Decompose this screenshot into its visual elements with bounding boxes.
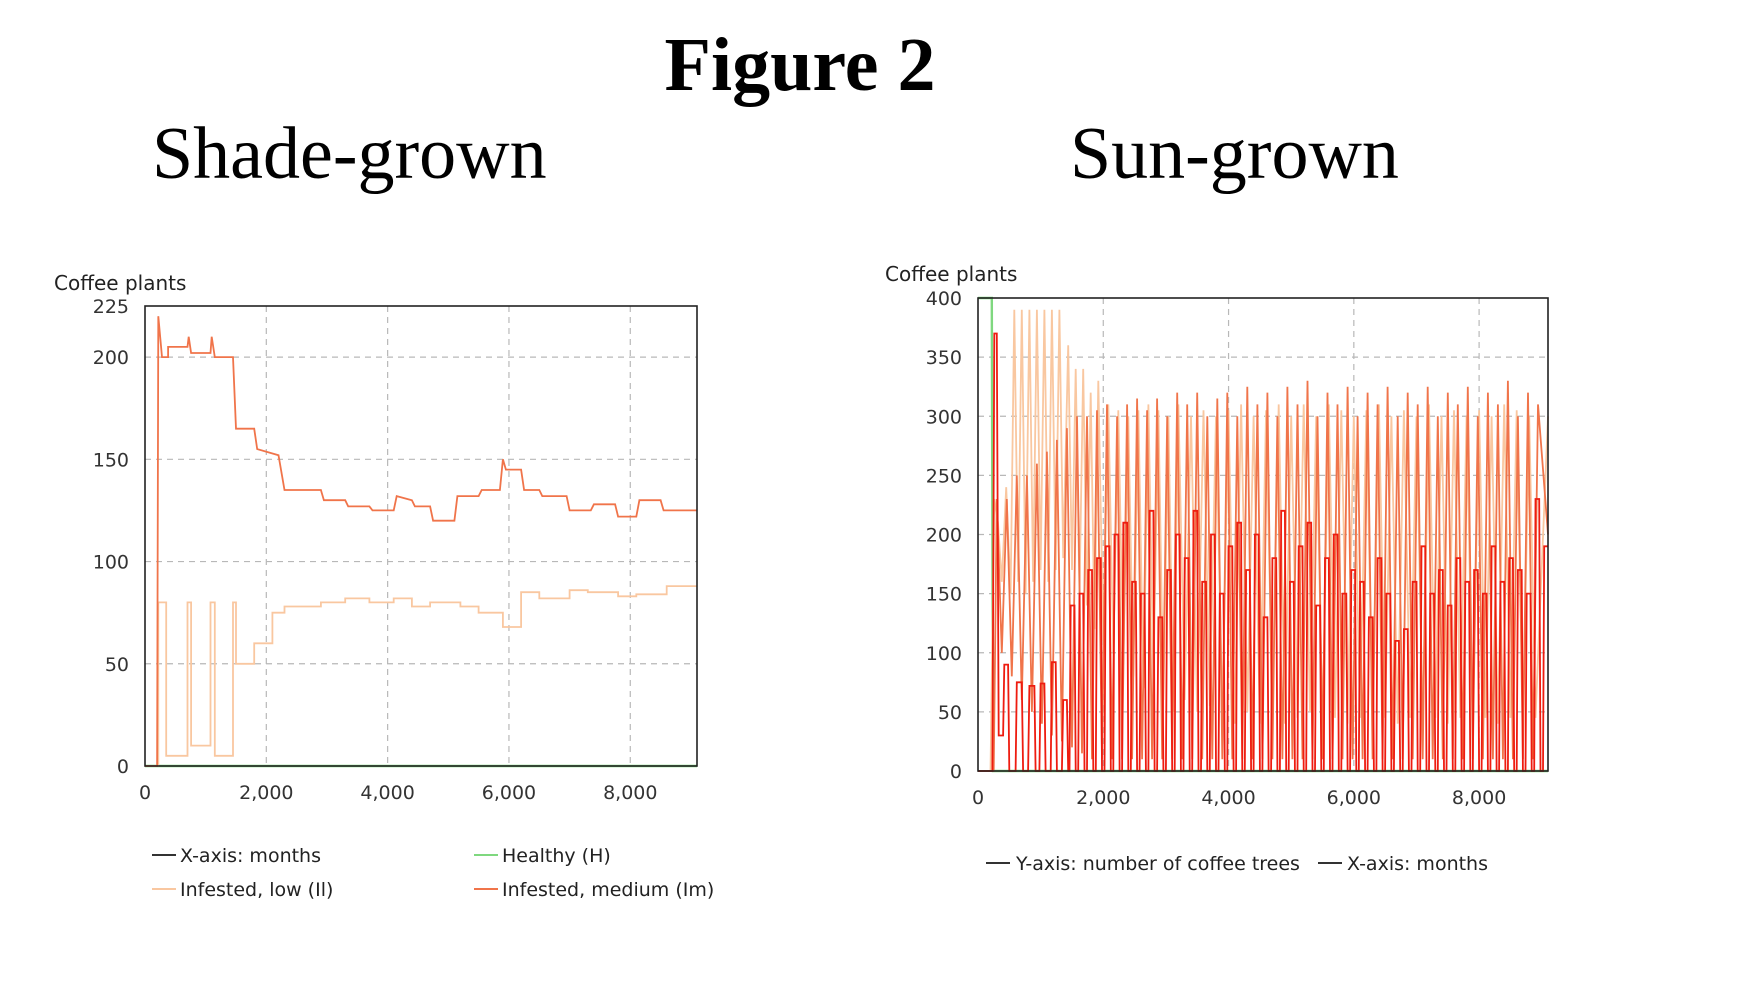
y-tick-label: 200 [926, 525, 962, 547]
y-tick-label: 250 [926, 465, 962, 487]
series-line-infested-medium-im [145, 316, 697, 767]
sun-legend: Y-axis: number of coffee trees X-axis: m… [986, 853, 1488, 875]
shade-plot-frame [144, 305, 698, 767]
x-tick-label: 8,000 [1452, 787, 1506, 809]
y-tick-label: 200 [93, 347, 129, 369]
figure-title: Figure 2 [664, 23, 936, 107]
shade-legend: X-axis: months Healthy (H) Infested, low… [152, 845, 714, 901]
y-tick-label: 50 [938, 702, 962, 724]
y-tick-label: 400 [926, 288, 962, 310]
y-tick-label: 0 [950, 761, 962, 783]
x-tick-label: 6,000 [1327, 787, 1381, 809]
legend-label-infested-low: Infested, low (Il) [180, 879, 333, 901]
legend-label-healthy: Healthy (H) [502, 845, 611, 867]
legend-label-yaxis: Y-axis: number of coffee trees [1015, 853, 1300, 875]
x-tick-label: 0 [972, 787, 984, 809]
series-line-infested-low-il [145, 585, 697, 767]
sun-x-ticks: 0 2,000 4,000 6,000 8,000 [972, 787, 1506, 809]
sun-ylabel: Coffee plants [885, 262, 1017, 286]
shade-chart: Coffee plants 0 2,000 4,000 6,000 8,000 0 50 1… [54, 271, 714, 901]
x-tick-label: 2,000 [1076, 787, 1130, 809]
x-tick-label: 4,000 [1201, 787, 1255, 809]
y-tick-label: 225 [93, 296, 129, 318]
sun-plot-frame [977, 297, 1549, 772]
y-tick-label: 300 [926, 406, 962, 428]
x-tick-label: 6,000 [482, 782, 536, 804]
y-tick-label: 350 [926, 347, 962, 369]
y-tick-label: 150 [93, 449, 129, 471]
x-tick-label: 0 [139, 782, 151, 804]
x-tick-label: 2,000 [239, 782, 293, 804]
y-tick-label: 0 [117, 756, 129, 778]
x-tick-label: 8,000 [603, 782, 657, 804]
shade-ylabel: Coffee plants [54, 271, 186, 295]
legend-label-infested-medium: Infested, medium (Im) [502, 879, 714, 901]
legend-label-xaxis: X-axis: months [180, 845, 321, 867]
y-tick-label: 100 [926, 643, 962, 665]
shade-x-ticks: 0 2,000 4,000 6,000 8,000 [139, 782, 658, 804]
y-tick-label: 100 [93, 552, 129, 574]
series-line-infested-medium-im [978, 380, 1549, 772]
sun-y-ticks: 0 50 100 150 200 250 300 350 400 [926, 288, 962, 783]
sun-panel-title: Sun-grown [1070, 113, 1399, 195]
y-tick-label: 50 [105, 654, 129, 676]
y-tick-label: 150 [926, 584, 962, 606]
shade-y-ticks: 0 50 100 150 200 225 [93, 296, 129, 778]
shade-panel-title: Shade-grown [152, 113, 547, 195]
legend-label-xaxis-sun: X-axis: months [1347, 853, 1488, 875]
x-tick-label: 4,000 [360, 782, 414, 804]
